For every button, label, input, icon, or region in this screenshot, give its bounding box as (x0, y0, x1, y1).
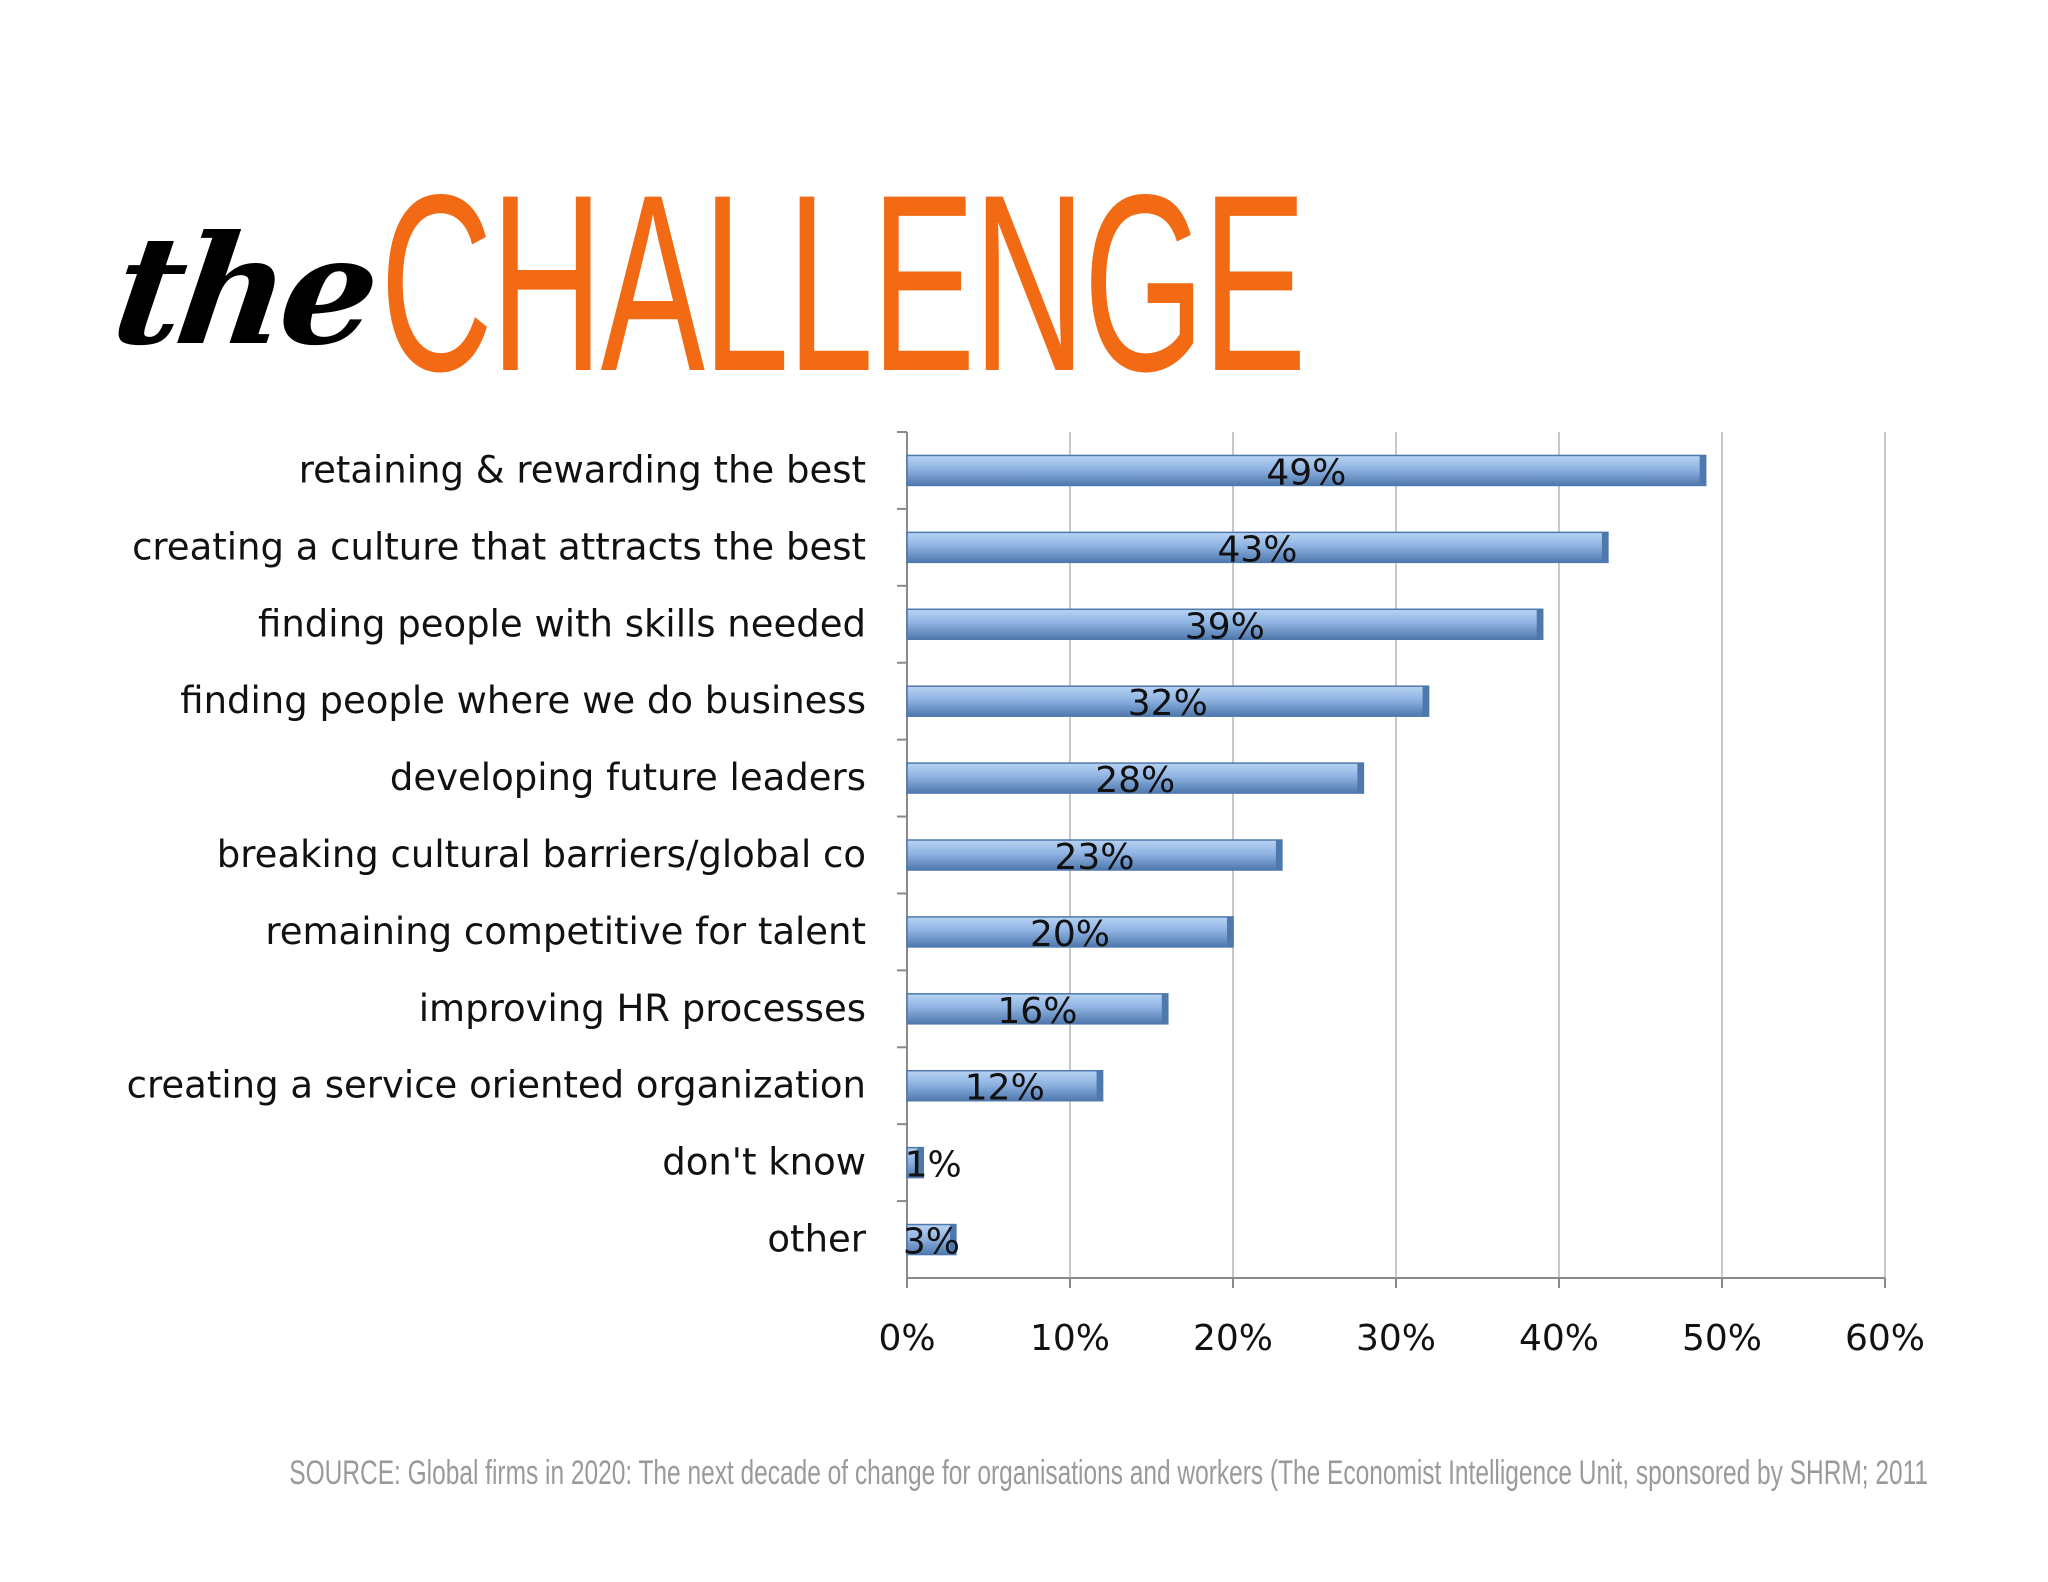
data-label: 49% (1266, 452, 1346, 493)
labels: 0% 10% 20% 30% 40% 50% 60% retaining & rewardin… (127, 448, 1925, 1359)
data-label: 43% (1217, 529, 1297, 570)
category-label: improving HR processes (419, 987, 866, 1030)
data-label: 23% (1054, 837, 1134, 878)
data-label: 28% (1095, 760, 1175, 801)
category-label: finding people with skills needed (258, 602, 866, 645)
bar (906, 531, 1609, 564)
bar-end-cap (949, 1224, 956, 1255)
x-tick-label: 10% (1030, 1318, 1110, 1359)
bar-end-cap (1699, 455, 1706, 486)
bar-chart: 0% 10% 20% 30% 40% 50% 60% retaining & rewardin… (127, 431, 1925, 1359)
bar (906, 839, 1283, 871)
x-tick-label: 60% (1845, 1318, 1925, 1359)
bar (906, 1069, 1104, 1102)
bar (906, 608, 1544, 641)
category-label: creating a culture that attracts the bes… (132, 525, 866, 568)
category-label: other (767, 1218, 866, 1261)
bar (906, 762, 1365, 794)
bar (906, 993, 1169, 1025)
data-label: 12% (965, 1068, 1045, 1109)
category-label: remaining competitive for talent (265, 910, 866, 953)
data-label: 32% (1128, 683, 1208, 724)
data-label: 39% (1185, 606, 1265, 647)
category-label: developing future leaders (390, 756, 866, 799)
bar-end-cap (1227, 916, 1233, 947)
bar (906, 685, 1430, 717)
category-label: finding people where we do business (180, 679, 866, 722)
x-tick-label: 40% (1519, 1318, 1599, 1359)
x-tick-label: 30% (1356, 1318, 1436, 1359)
bar-end-cap (1536, 609, 1543, 640)
category-label: breaking cultural barriers/global co (217, 833, 866, 876)
bar-end-cap (1422, 686, 1429, 717)
title-word-challenge: CHALLENGE (380, 143, 1307, 424)
data-label: 20% (1030, 914, 1110, 955)
category-label: creating a service oriented organization (127, 1064, 866, 1107)
bar (906, 1223, 957, 1256)
category-label: retaining & rewarding the best (299, 448, 866, 491)
x-tick-label: 20% (1193, 1318, 1273, 1359)
bar (906, 916, 1234, 948)
bar-end-cap (1357, 763, 1364, 794)
bars (906, 454, 1707, 1256)
bar-end-cap (1161, 993, 1168, 1024)
bar-end-cap (1096, 1070, 1103, 1101)
x-tick-label: 50% (1682, 1318, 1762, 1359)
source-citation: SOURCE: Global firms in 2020: The next d… (289, 1454, 1928, 1492)
x-tick-label: 0% (878, 1318, 935, 1359)
data-label: 1% (905, 1145, 962, 1186)
bar-end-cap (1275, 840, 1282, 870)
bar-end-cap (1601, 532, 1608, 563)
category-label: don't know (662, 1141, 866, 1184)
bar-end-cap (917, 1147, 924, 1178)
data-label: 16% (997, 991, 1077, 1032)
data-label: 3% (903, 1222, 960, 1263)
